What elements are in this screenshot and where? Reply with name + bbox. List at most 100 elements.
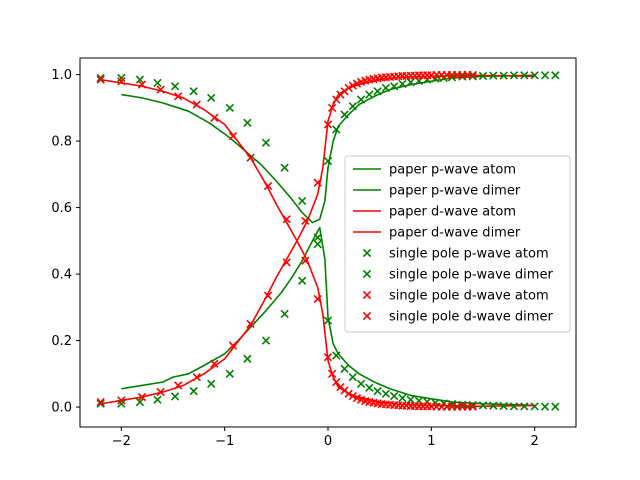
data-point-x-marker [301,256,310,265]
x-tick-label: 1 [427,434,435,449]
data-point-x-marker [313,178,322,187]
data-point-x-marker [389,82,399,91]
data-point-x-marker [298,276,307,285]
y-tick-label: 0.8 [51,135,72,150]
data-point-x-marker [298,196,307,206]
data-point-x-marker [243,354,252,364]
data-point-x-marker [348,102,357,111]
data-point-x-marker [365,383,374,392]
legend-entry-label: single pole p-wave atom [389,247,549,262]
data-point-x-marker [156,387,165,397]
legend-entry-label: single pole d-wave dimer [389,310,553,325]
data-point-x-marker [153,395,162,404]
data-point-x-marker [170,82,180,91]
data-point-x-marker [228,131,238,141]
data-point-x-marker [332,351,341,360]
data-point-x-marker [280,163,289,172]
data-point-x-marker [458,400,467,409]
data-point-x-marker [344,389,353,398]
data-point-x-marker [540,402,550,411]
legend-swatch-marker [362,269,372,279]
legend-swatch-marker [362,311,372,321]
data-point-x-marker [170,392,180,401]
data-point-x-marker [489,71,498,80]
data-point-x-marker [489,401,498,410]
data-point-x-marker [301,216,310,226]
data-point-x-marker [189,386,198,396]
data-point-x-marker [447,73,457,82]
legend-entry-label: single pole p-wave dimer [389,268,553,283]
data-point-x-marker [135,397,145,407]
data-point-x-marker [520,71,529,80]
data-point-x-marker [373,87,382,96]
data-point-x-marker [373,386,382,396]
y-tick-label: 0.6 [51,201,72,216]
data-point-x-marker [174,381,183,390]
data-point-x-marker [327,369,337,378]
data-point-x-marker [135,75,145,84]
legend: paper p-wave atom paper p-wave dimer paper… [344,155,571,333]
data-point-x-marker [261,138,271,147]
data-point-x-marker [389,391,399,401]
data-point-x-marker [117,399,126,408]
data-point-x-marker [228,341,238,350]
data-point-x-marker [263,291,273,300]
data-point-x-marker [313,239,322,249]
data-point-x-marker [520,402,529,411]
data-point-x-marker [365,90,374,99]
data-point-x-marker [96,399,105,408]
legend-box [344,155,571,333]
data-point-x-marker [398,393,407,403]
x-tick-label: −2 [112,434,131,449]
data-point-x-marker [96,75,105,84]
data-point-x-marker [313,294,322,304]
data-point-x-marker [468,402,477,411]
data-point-x-marker [137,80,147,89]
data-point-x-marker [332,125,341,134]
x-tick-label: −1 [215,434,234,449]
data-point-x-marker [381,83,391,93]
data-point-x-marker [117,396,126,405]
legend-swatch-marker [362,248,372,258]
axes: −2 −1 0 1 2 0.0 0.2 0.4 0.6 0.8 1.0 [51,57,577,449]
data-point-x-marker [225,369,234,378]
series-line-paper-p-wave-dimer [121,226,535,407]
data-point-x-marker [356,95,366,104]
plot-area [96,70,560,411]
data-point-x-marker [509,71,519,80]
data-point-x-marker [261,336,271,345]
data-point-x-marker [458,72,467,81]
data-point-x-marker [530,402,539,411]
data-point-x-marker [323,353,333,362]
data-point-x-marker [117,77,126,86]
series-markers-single-pole-p-wave-atom [96,71,560,242]
data-point-x-marker [137,392,147,402]
data-point-x-marker [348,81,357,90]
data-point-x-marker [246,319,255,329]
data-point-x-marker [117,73,126,83]
data-point-x-marker [225,103,234,113]
data-point-x-marker [356,379,366,388]
series-markers-single-pole-d-wave-atom [96,75,477,411]
data-point-x-marker [468,400,477,410]
data-point-x-marker [348,391,357,401]
data-point-x-marker [153,78,162,88]
data-point-x-marker [551,71,560,80]
legend-entry-label: paper d-wave atom [389,205,516,220]
x-tick-label: 2 [531,434,539,449]
data-point-x-marker [381,389,391,398]
data-point-x-marker [323,120,333,129]
data-point-x-marker [340,110,349,119]
data-point-x-marker [499,401,508,411]
data-point-x-marker [207,93,216,103]
data-point-x-marker [313,233,322,242]
data-point-x-marker [447,399,457,409]
data-point-x-marker [340,364,349,373]
data-point-x-marker [406,78,415,87]
legend-entry-label: paper p-wave dimer [389,184,521,199]
data-point-x-marker [398,79,407,89]
data-point-x-marker [192,100,201,109]
series-group [96,70,560,411]
legend-entry-label: paper p-wave atom [389,163,516,178]
